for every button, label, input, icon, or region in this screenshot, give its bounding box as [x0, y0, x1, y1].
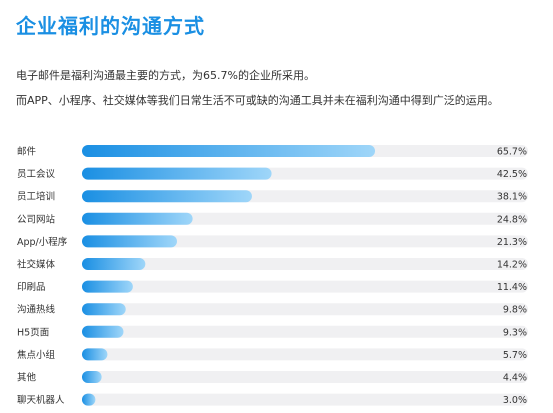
value-label: 65.7%: [497, 147, 527, 158]
page-title: 企业福利的沟通方式: [16, 14, 205, 38]
bar: [82, 325, 124, 338]
value-label: 38.1%: [497, 192, 527, 203]
bar: [82, 212, 193, 225]
category-label: 焦点小组: [17, 349, 56, 361]
bar: [82, 348, 108, 361]
bar-track: [82, 371, 528, 383]
bar: [82, 235, 177, 248]
value-label: 42.5%: [497, 169, 527, 180]
category-label: 员工培训: [17, 191, 55, 203]
category-label: 社交媒体: [17, 259, 56, 271]
value-label: 4.4%: [503, 373, 527, 384]
bar: [82, 393, 96, 406]
bar-track: [82, 303, 528, 316]
bar-track: [82, 348, 528, 361]
bar: [82, 145, 376, 157]
category-label: 其他: [17, 372, 37, 384]
description-line-2: 而APP、小程序、社交媒体等我们日常生活不可或缺的沟通工具并未在福利沟通中得到广…: [16, 94, 499, 107]
value-label: 9.8%: [503, 305, 527, 316]
value-label: 5.7%: [503, 350, 527, 361]
bar-track: [82, 393, 528, 406]
bar-track: [82, 325, 528, 338]
value-label: 14.2%: [497, 260, 527, 271]
value-label: 21.3%: [497, 237, 527, 248]
bar: [82, 280, 133, 293]
category-label: 聊天机器人: [17, 394, 65, 406]
category-label: 印刷品: [17, 281, 46, 293]
category-label: 公司网站: [17, 213, 56, 225]
bar: [82, 258, 146, 270]
value-label: 24.8%: [497, 214, 527, 225]
category-label: 邮件: [17, 146, 37, 158]
category-label: App/小程序: [17, 236, 68, 248]
bar-track: [82, 280, 528, 293]
description-line-1: 电子邮件是福利沟通最主要的方式，为65.7%的企业所采用。: [16, 69, 315, 82]
value-label: 11.4%: [497, 282, 527, 293]
value-label: 3.0%: [503, 395, 527, 406]
value-label: 9.3%: [503, 327, 527, 338]
bar-track: [82, 212, 528, 225]
bar: [82, 167, 272, 180]
bar-chart: 邮件 65.7% 员工会议 42.5% 员工培训 38.1% 公司网站 24.8% App/小程…: [17, 145, 528, 406]
bar: [82, 303, 126, 316]
category-label: 员工会议: [17, 168, 56, 180]
bar: [82, 371, 102, 383]
bar-track: [82, 258, 528, 270]
category-label: 沟通热线: [17, 304, 56, 316]
bar-track: [82, 235, 528, 248]
bar: [82, 190, 252, 203]
category-label: H5页面: [17, 327, 49, 338]
